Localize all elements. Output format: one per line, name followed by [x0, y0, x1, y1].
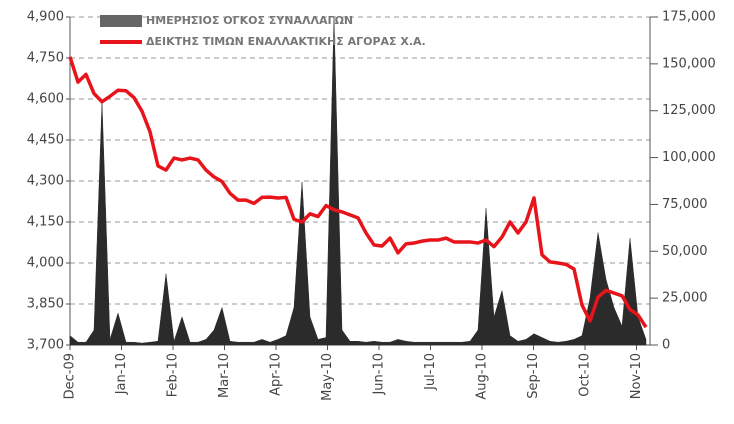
volume-area	[69, 16, 647, 346]
x-tick-label: Jun-10	[372, 353, 387, 396]
y2-tick-label: 50,000	[662, 244, 708, 259]
y-tick-label: 4,600	[27, 92, 64, 107]
y2-tick-label: 75,000	[662, 197, 708, 212]
legend-swatch	[100, 15, 142, 27]
y-tick-label: 4,300	[27, 174, 64, 189]
x-tick-label: Oct-10	[578, 353, 593, 397]
legend-label: ΗΜΕΡΗΣΙΟΣ ΟΓΚΟΣ ΣΥΝΑΛΛΑΓΩΝ	[146, 14, 353, 27]
legend-label: ΔΕΙΚΤΗΣ ΤΙΜΩΝ ΕΝΑΛΛΑΚΤΙΚΗΣ ΑΓΟΡΑΣ Χ.Α.	[146, 35, 426, 48]
y-tick-label: 4,900	[27, 10, 64, 25]
y-tick-label: 4,000	[27, 256, 64, 271]
x-tick-label: Aug-10	[475, 353, 490, 400]
x-tick-label: Dec-09	[63, 353, 78, 399]
y2-tick-label: 100,000	[662, 150, 716, 165]
y2-tick-label: 125,000	[662, 103, 716, 118]
x-tick-label: May-10	[320, 353, 335, 401]
y2-tick-label: 150,000	[662, 56, 716, 71]
x-tick-label: Feb-10	[166, 353, 181, 397]
y-tick-label: 4,450	[27, 133, 64, 148]
y2-tick-label: 0	[662, 338, 670, 353]
x-tick-label: Apr-10	[269, 353, 284, 396]
index-line	[68, 56, 648, 329]
x-tick-label: Jan-10	[114, 353, 129, 395]
y2-tick-label: 25,000	[662, 291, 708, 306]
y-tick-label: 3,850	[27, 297, 64, 312]
x-tick-label: Jul-10	[423, 353, 438, 391]
x-tick-label: Mar-10	[217, 353, 232, 398]
x-tick-label: Sep-10	[526, 353, 541, 399]
y-tick-label: 4,150	[27, 215, 64, 230]
y2-tick-label: 175,000	[662, 10, 716, 25]
x-tick-label: Nov-10	[629, 353, 644, 399]
y-tick-label: 3,700	[27, 338, 64, 353]
y-tick-label: 4,750	[27, 51, 64, 66]
